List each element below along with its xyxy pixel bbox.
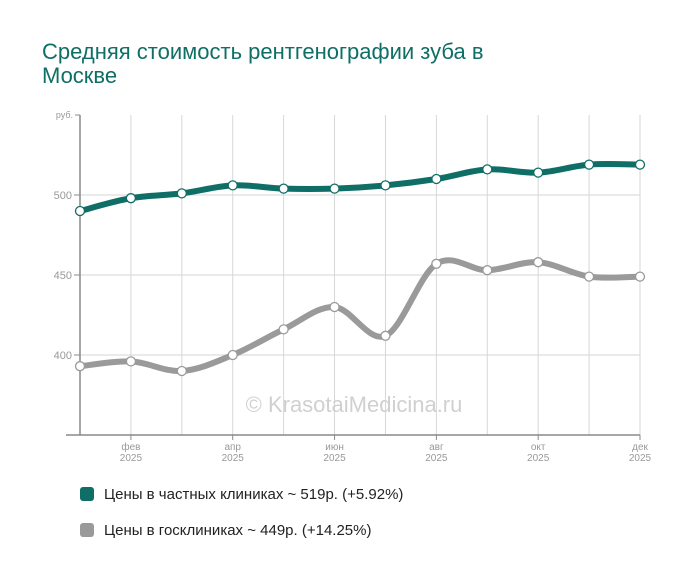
- data-point-public: [125, 356, 137, 367]
- data-point-private: [634, 159, 646, 170]
- x-tick-label-year: 2025: [425, 453, 448, 464]
- data-point-private: [380, 180, 391, 191]
- data-point-private: [176, 188, 187, 199]
- data-point-public: [278, 324, 289, 335]
- x-tick-label-year: 2025: [120, 453, 143, 464]
- data-point-public: [533, 257, 544, 268]
- data-point-private: [583, 159, 595, 170]
- y-tick-label: 400: [54, 350, 72, 362]
- legend-label-private: Цены в частных клиниках ~ 519р. (+5.92%): [104, 485, 404, 503]
- x-tick-label-month: дек: [632, 442, 648, 453]
- x-tick-label-month: апр: [224, 442, 241, 453]
- series-points: [74, 159, 646, 377]
- chart-title: Средняя стоимость рентгенографии зуба в …: [42, 39, 484, 88]
- legend-label-public: Цены в госклиниках ~ 449р. (+14.25%): [104, 521, 372, 539]
- legend: Цены в частных клиниках ~ 519р. (+5.92%)…: [80, 484, 403, 556]
- legend-item-public[interactable]: Цены в госклиниках ~ 449р. (+14.25%): [80, 520, 403, 540]
- data-point-private: [431, 173, 442, 185]
- x-tick-label-year: 2025: [222, 453, 245, 464]
- data-point-public: [227, 349, 238, 361]
- series-line-private: [77, 161, 643, 214]
- legend-swatch-private: [80, 487, 94, 501]
- grid: [80, 115, 641, 435]
- y-axis-unit-label: руб.: [56, 110, 73, 120]
- x-tick-label-year: 2025: [629, 453, 652, 464]
- data-point-public: [329, 301, 340, 313]
- legend-swatch-public: [80, 523, 94, 537]
- data-point-public: [634, 271, 646, 282]
- data-point-private: [278, 183, 289, 194]
- data-point-public: [482, 265, 493, 276]
- series-line-public: [77, 257, 643, 375]
- x-tick-label-year: 2025: [323, 453, 346, 464]
- x-tick-label-month: окт: [531, 442, 546, 453]
- x-tick-label-year: 2025: [527, 453, 550, 464]
- data-point-private: [329, 183, 340, 194]
- watermark: © KrasotaiMedicina.ru: [246, 392, 463, 417]
- data-point-private: [227, 180, 238, 191]
- legend-item-private[interactable]: Цены в частных клиниках ~ 519р. (+5.92%): [80, 484, 403, 504]
- axes: 500450400руб.фев2025апр2025июн2025авг202…: [54, 110, 652, 464]
- data-point-public: [176, 365, 187, 377]
- y-tick-label: 450: [54, 270, 72, 282]
- x-tick-label-month: июн: [325, 442, 344, 453]
- data-point-private: [125, 193, 137, 204]
- data-point-private: [533, 167, 544, 178]
- data-point-public: [74, 361, 86, 372]
- data-point-private: [74, 205, 86, 217]
- x-tick-label-month: фев: [121, 441, 140, 453]
- x-tick-label-month: авг: [429, 442, 444, 453]
- data-point-public: [380, 330, 391, 341]
- data-point-public: [431, 258, 442, 269]
- data-point-public: [583, 271, 595, 282]
- data-point-private: [482, 164, 493, 175]
- y-tick-label: 500: [54, 190, 72, 202]
